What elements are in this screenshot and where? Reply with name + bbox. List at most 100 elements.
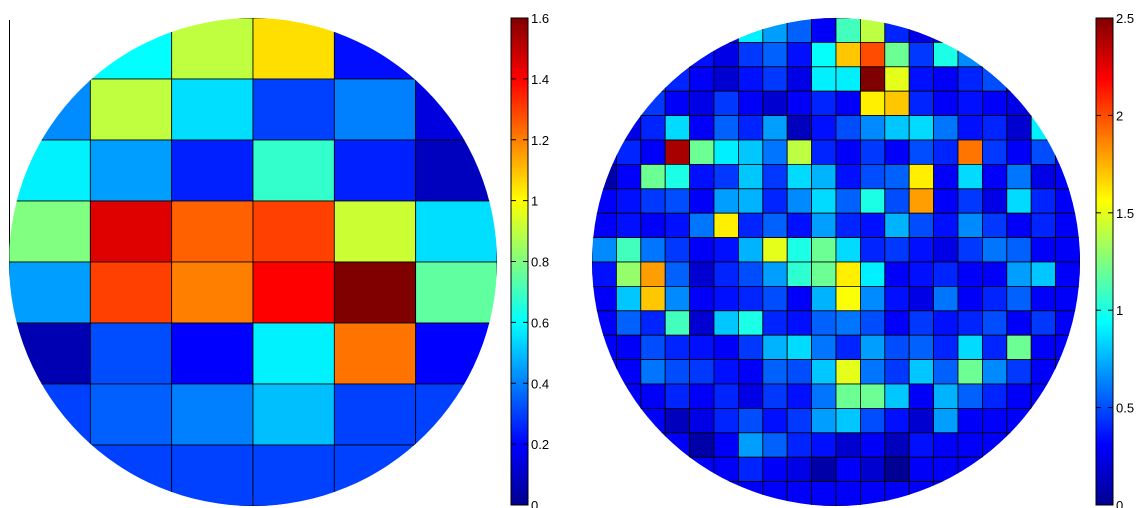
- heatmap-cell: [835, 237, 861, 263]
- heatmap-cell: [640, 432, 666, 458]
- heatmap-cell: [592, 163, 617, 190]
- heatmap-cell: [982, 383, 1008, 409]
- heatmap-cell: [689, 139, 715, 165]
- heatmap-cell: [884, 163, 910, 190]
- heatmap-cell: [933, 310, 959, 336]
- heatmap-cell: [664, 285, 691, 312]
- heatmap-cell: [811, 383, 837, 409]
- heatmap-cell: [640, 359, 666, 385]
- heatmap-cell: [786, 359, 813, 385]
- heatmap-cell: [9, 383, 91, 446]
- heatmap-cell: [1006, 456, 1032, 483]
- heatmap-cell: [616, 334, 642, 361]
- colorbar-tick-label: 1.2: [531, 133, 549, 148]
- heatmap-cell: [616, 42, 642, 68]
- heatmap-cell: [592, 359, 617, 385]
- heatmap-cell: [957, 139, 983, 165]
- colorbar-tick-label: 0: [531, 498, 538, 508]
- heatmap-cell: [957, 432, 983, 458]
- heatmap-cell: [640, 18, 666, 43]
- heatmap-cell: [908, 42, 935, 68]
- heatmap-cell: [933, 18, 959, 43]
- heatmap-cell: [835, 66, 861, 92]
- heatmap-cell: [982, 90, 1008, 116]
- heatmap-cell: [616, 432, 642, 458]
- heatmap-cell: [933, 237, 959, 263]
- heatmap-cell: [592, 237, 617, 263]
- heatmap-cell: [738, 66, 764, 92]
- heatmap-cell: [171, 261, 254, 324]
- heatmap-cell: [592, 212, 617, 238]
- heatmap-cell: [616, 18, 642, 43]
- heatmap-cell: [713, 115, 739, 141]
- heatmap-cell: [811, 66, 837, 92]
- heatmap-cell: [664, 261, 691, 287]
- heatmap-cell: [1006, 18, 1032, 43]
- heatmap-cell: [252, 78, 335, 141]
- heatmap-cell: [762, 139, 788, 165]
- heatmap-cell: [616, 163, 642, 190]
- heatmap-cell: [640, 139, 666, 165]
- heatmap-cell: [1030, 18, 1056, 43]
- heatmap-cell: [835, 481, 861, 506]
- heatmap-cell: [933, 383, 959, 409]
- heatmap-cell: [738, 456, 764, 483]
- heatmap-cell: [933, 42, 959, 68]
- heatmap-cell: [860, 18, 886, 43]
- heatmap-cell: [884, 139, 910, 165]
- heatmap-cell: [1006, 163, 1032, 190]
- heatmap-cell: [786, 432, 813, 458]
- heatmap-cell: [415, 139, 497, 202]
- heatmap-cell: [982, 66, 1008, 92]
- heatmap-cell: [786, 18, 813, 43]
- heatmap-cell: [786, 42, 813, 68]
- heatmap-cell: [640, 383, 666, 409]
- colorbar-tick-label: 0: [1116, 498, 1123, 508]
- heatmap-cell: [713, 407, 739, 434]
- heatmap-cell: [835, 115, 861, 141]
- heatmap-cell: [171, 200, 254, 263]
- heatmap-cell: [592, 334, 617, 361]
- heatmap-cell: [786, 163, 813, 190]
- heatmap-cell: [933, 115, 959, 141]
- heatmap-cell: [884, 432, 910, 458]
- heatmap-cell: [884, 383, 910, 409]
- heatmap-cell: [957, 481, 983, 506]
- heatmap-cell: [860, 481, 886, 506]
- heatmap-cell: [957, 456, 983, 483]
- heatmap-cell: [664, 115, 691, 141]
- heatmap-cell: [908, 310, 935, 336]
- heatmap-cell: [252, 444, 335, 506]
- heatmap-cell: [933, 456, 959, 483]
- heatmap-cell: [415, 444, 497, 506]
- heatmap-cell: [786, 383, 813, 409]
- heatmap-cell: [1055, 456, 1080, 483]
- heatmap-cell: [713, 481, 739, 506]
- heatmap-cell: [884, 334, 910, 361]
- colorbar-tick-label: 0.2: [531, 437, 549, 452]
- heatmap-cell: [689, 42, 715, 68]
- heatmap-cell: [1030, 285, 1056, 312]
- heatmap-cell: [762, 432, 788, 458]
- heatmap-cell: [811, 407, 837, 434]
- heatmap-cell: [982, 18, 1008, 43]
- heatmap-cell: [786, 212, 813, 238]
- heatmap-cell: [738, 115, 764, 141]
- heatmap-cell: [738, 407, 764, 434]
- heatmap-cell: [89, 261, 173, 324]
- heatmap-cell: [957, 407, 983, 434]
- heatmap-cell: [957, 285, 983, 312]
- heatmap-cell: [1006, 66, 1032, 92]
- heatmap-cell: [908, 456, 935, 483]
- heatmap-cell: [640, 334, 666, 361]
- heatmap-cell: [1006, 42, 1032, 68]
- colorbar-tick-label: 2.5: [1116, 11, 1134, 26]
- heatmap-cell: [616, 285, 642, 312]
- heatmap-cell: [933, 407, 959, 434]
- heatmap-cell: [1030, 383, 1056, 409]
- heatmap-cell: [713, 18, 739, 43]
- heatmap-cell: [982, 334, 1008, 361]
- heatmap-cell: [664, 163, 691, 190]
- heatmap-cell: [933, 90, 959, 116]
- heatmap-cell: [908, 139, 935, 165]
